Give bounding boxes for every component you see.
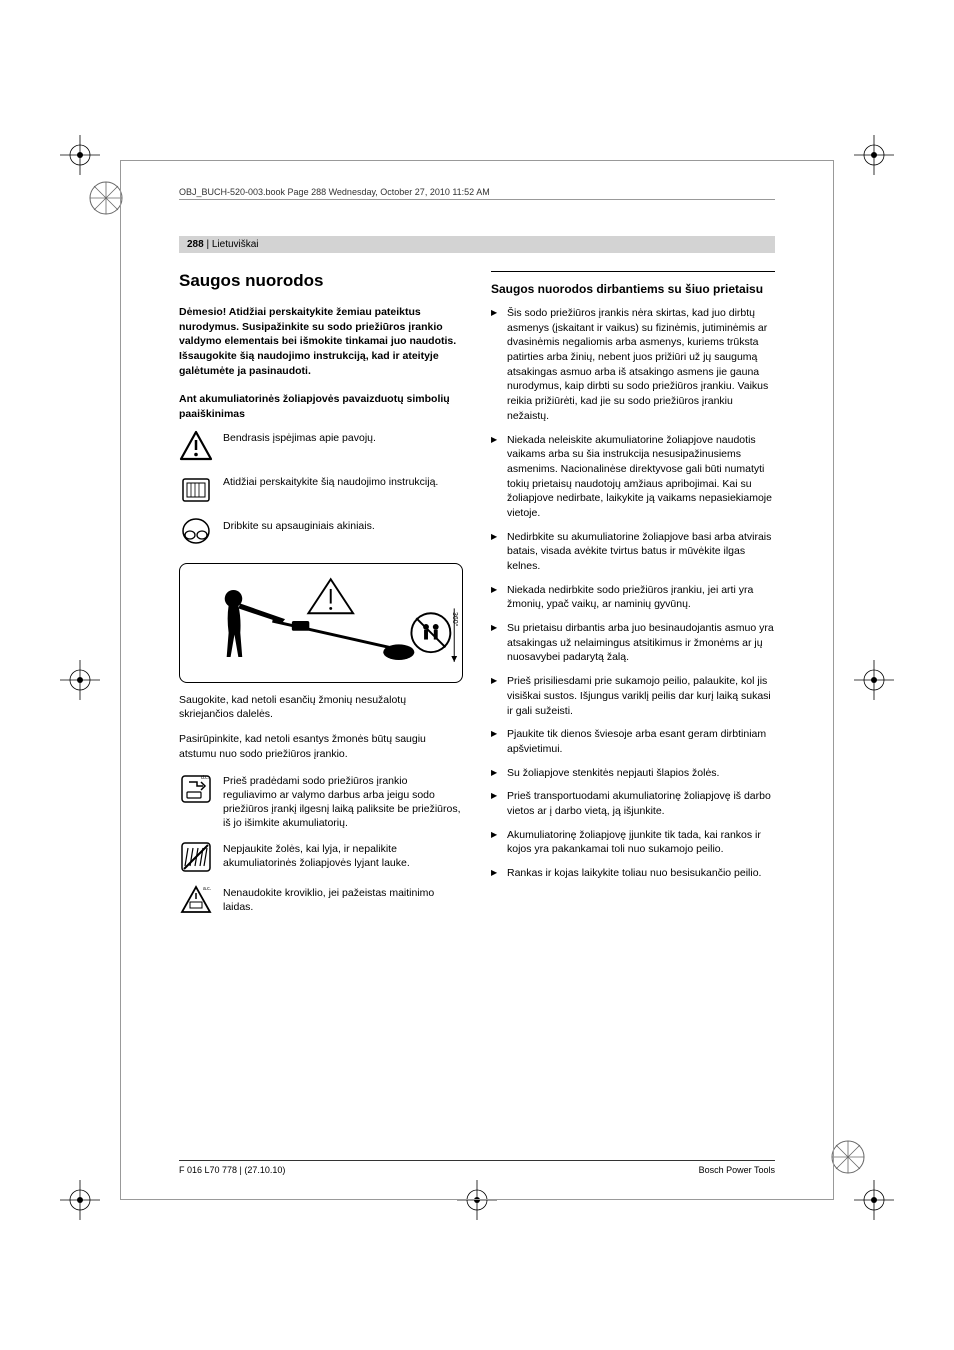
remove-battery-icon: d.c. — [179, 772, 213, 806]
section-title: Saugos nuorodos — [179, 271, 463, 291]
bullet-item: Pjaukite tik dienos šviesoje arba esant … — [491, 727, 775, 756]
section-divider — [491, 271, 775, 272]
no-rain-icon — [179, 840, 213, 874]
symbol-row-charger: a.c. Nenaudokite kroviklio, jei pažeista… — [179, 884, 463, 918]
crop-mark — [60, 660, 100, 700]
right-column: Saugos nuorodos dirbantiems su šiuo prie… — [491, 271, 775, 928]
caption-1: Saugokite, kad netoli esančių žmonių nes… — [179, 693, 463, 722]
symbol-row-battery: d.c. Prieš pradėdami sodo priežiūros įra… — [179, 772, 463, 831]
symbol-row-warning: Bendrasis įspėjimas apie pavojų. — [179, 429, 463, 463]
symbol-text: Atidžiai perskaitykite šią naudojimo ins… — [223, 473, 438, 489]
symbol-text: Nepjaukite žolės, kai lyja, ir nepalikit… — [223, 840, 463, 870]
charger-warning-icon: a.c. — [179, 884, 213, 918]
bullet-item: Niekada neleiskite akumuliatorine žoliap… — [491, 433, 775, 521]
bullet-item: Su žoliapjove stenkitės nepjauti šlapios… — [491, 766, 775, 781]
symbols-heading: Ant akumuliatorinės žoliapjovės pavaizdu… — [179, 392, 463, 420]
page-number: 288 — [187, 239, 204, 250]
bullet-item: Šis sodo priežiūros įrankis nėra skirtas… — [491, 306, 775, 424]
page-header-bar: 288 | Lietuviškai — [179, 236, 775, 253]
page-language: Lietuviškai — [212, 239, 259, 250]
bullet-item: Su prietaisu dirbantis arba juo besinaud… — [491, 621, 775, 665]
symbol-text: Prieš pradėdami sodo priežiūros įrankio … — [223, 772, 463, 831]
crop-mark — [60, 1180, 100, 1220]
page-frame: OBJ_BUCH-520-003.book Page 288 Wednesday… — [120, 160, 834, 1200]
symbol-row-manual: Atidžiai perskaitykite šią naudojimo ins… — [179, 473, 463, 507]
illustration-label-360: 360° — [451, 612, 458, 626]
symbol-row-rain: Nepjaukite žolės, kai lyja, ir nepalikit… — [179, 840, 463, 874]
page-sep: | — [204, 239, 212, 250]
crop-mark — [60, 135, 100, 175]
bullet-item: Prieš transportuodami akumuliatorinę žol… — [491, 789, 775, 818]
symbol-text: Nenaudokite kroviklio, jei pažeistas mai… — [223, 884, 463, 914]
crop-mark — [854, 660, 894, 700]
bullet-item: Rankas ir kojas laikykite toliau nuo bes… — [491, 866, 775, 881]
footer-doc-id: F 016 L70 778 | (27.10.10) — [179, 1165, 285, 1175]
bullet-item: Niekada nedirbkite sodo priežiūros įrank… — [491, 583, 775, 612]
doc-header-line: OBJ_BUCH-520-003.book Page 288 Wednesday… — [179, 187, 775, 200]
symbol-text: Dribkite su apsauginiais akiniais. — [223, 517, 375, 533]
footer-brand: Bosch Power Tools — [699, 1165, 775, 1175]
goggles-icon — [179, 517, 213, 551]
left-column: Saugos nuorodos Dėmesio! Atidžiai perska… — [179, 271, 463, 928]
caption-2: Pasirūpinkite, kad netoli esantys žmonės… — [179, 732, 463, 761]
page-footer: F 016 L70 778 | (27.10.10) Bosch Power T… — [179, 1160, 775, 1175]
trimmer-illustration: 360° — [179, 563, 463, 683]
bullet-item: Nedirbkite su akumuliatorine žoliapjove … — [491, 530, 775, 574]
safety-bullet-list: Šis sodo priežiūros įrankis nėra skirtas… — [491, 306, 775, 881]
subsection-title: Saugos nuorodos dirbantiems su šiuo prie… — [491, 282, 775, 296]
registration-star-icon — [830, 1139, 866, 1175]
symbol-row-goggles: Dribkite su apsauginiais akiniais. — [179, 517, 463, 551]
ac-label: a.c. — [203, 886, 211, 892]
bullet-item: Prieš prisiliesdami prie sukamojo peilio… — [491, 674, 775, 718]
crop-mark — [854, 135, 894, 175]
registration-star-icon — [88, 180, 124, 216]
content-area: 288 | Lietuviškai Saugos nuorodos Dėmesi… — [179, 236, 775, 1149]
dc-label: d.c. — [201, 775, 209, 781]
manual-book-icon — [179, 473, 213, 507]
intro-paragraph: Dėmesio! Atidžiai perskaitykite žemiau p… — [179, 305, 463, 378]
crop-mark — [854, 1180, 894, 1220]
symbol-text: Bendrasis įspėjimas apie pavojų. — [223, 429, 376, 445]
bullet-item: Akumuliatorinę žoliapjovę įjunkite tik t… — [491, 828, 775, 857]
warning-triangle-icon — [179, 429, 213, 463]
